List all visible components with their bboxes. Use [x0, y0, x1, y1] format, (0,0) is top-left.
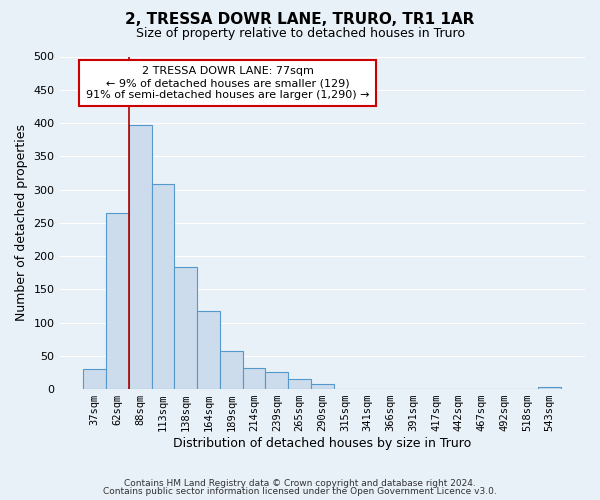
Text: Contains HM Land Registry data © Crown copyright and database right 2024.: Contains HM Land Registry data © Crown c… — [124, 478, 476, 488]
Bar — [265, 372, 288, 389]
X-axis label: Distribution of detached houses by size in Truro: Distribution of detached houses by size … — [173, 437, 472, 450]
Bar — [288, 379, 311, 389]
Bar — [106, 213, 129, 389]
Bar — [242, 368, 265, 389]
Bar — [220, 350, 242, 389]
Bar — [538, 387, 561, 389]
Bar — [311, 384, 334, 389]
Bar — [197, 312, 220, 389]
Bar — [129, 125, 152, 389]
Bar — [152, 184, 175, 389]
Text: Contains public sector information licensed under the Open Government Licence v3: Contains public sector information licen… — [103, 487, 497, 496]
Text: Size of property relative to detached houses in Truro: Size of property relative to detached ho… — [136, 28, 464, 40]
Text: 2 TRESSA DOWR LANE: 77sqm
← 9% of detached houses are smaller (129)
91% of semi-: 2 TRESSA DOWR LANE: 77sqm ← 9% of detach… — [86, 66, 370, 100]
Text: 2, TRESSA DOWR LANE, TRURO, TR1 1AR: 2, TRESSA DOWR LANE, TRURO, TR1 1AR — [125, 12, 475, 28]
Bar — [175, 268, 197, 389]
Bar — [83, 369, 106, 389]
Y-axis label: Number of detached properties: Number of detached properties — [15, 124, 28, 322]
